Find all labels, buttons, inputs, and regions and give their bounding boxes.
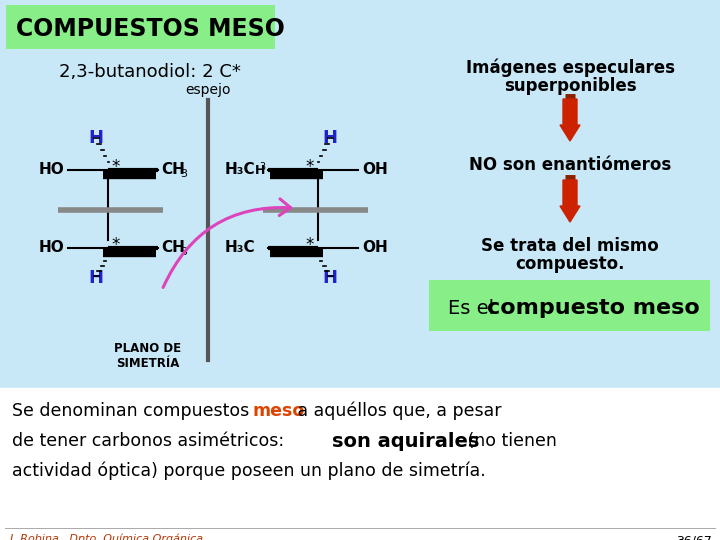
- Text: CH: CH: [161, 240, 185, 255]
- Bar: [0, 388, 720, 540]
- Text: PLANO DE
SIMETRÍA: PLANO DE SIMETRÍA: [114, 342, 181, 370]
- Text: H: H: [323, 129, 338, 147]
- Text: COMPUESTOS MESO: COMPUESTOS MESO: [16, 17, 285, 41]
- Text: H₃C: H₃C: [225, 163, 255, 178]
- Text: compuesto meso: compuesto meso: [487, 298, 700, 318]
- Text: OH: OH: [362, 240, 388, 255]
- FancyArrowPatch shape: [163, 199, 291, 287]
- Text: Es el: Es el: [448, 299, 500, 318]
- Text: H: H: [89, 269, 104, 287]
- FancyArrow shape: [560, 180, 580, 222]
- Text: espejo: espejo: [185, 83, 230, 97]
- Text: meso: meso: [252, 402, 305, 420]
- Text: superponibles: superponibles: [504, 77, 636, 95]
- Text: actividad óptica) porque poseen un plano de simetría.: actividad óptica) porque poseen un plano…: [12, 462, 486, 481]
- Text: son aquirales: son aquirales: [332, 432, 480, 451]
- Text: 2,3-butanodiol: 2 C*: 2,3-butanodiol: 2 C*: [59, 63, 241, 81]
- FancyArrow shape: [560, 99, 580, 141]
- Text: Se denominan compuestos: Se denominan compuestos: [12, 402, 255, 420]
- Text: CH: CH: [161, 163, 185, 178]
- Text: Imágenes especulares: Imágenes especulares: [466, 59, 675, 77]
- Text: OH: OH: [362, 163, 388, 178]
- Text: H: H: [89, 129, 104, 147]
- Text: *: *: [112, 236, 120, 254]
- Text: NO son enantiómeros: NO son enantiómeros: [469, 156, 671, 174]
- Text: 36/67: 36/67: [676, 534, 712, 540]
- FancyBboxPatch shape: [429, 280, 710, 331]
- Text: Se trata del mismo: Se trata del mismo: [481, 237, 659, 255]
- Text: HO: HO: [38, 163, 64, 178]
- FancyBboxPatch shape: [6, 5, 275, 49]
- Text: *: *: [306, 236, 314, 254]
- Text: I. Robina,  Dpto. Química Orgánica: I. Robina, Dpto. Química Orgánica: [10, 534, 203, 540]
- Text: a aquéllos que, a pesar: a aquéllos que, a pesar: [292, 402, 502, 421]
- Text: (no tienen: (no tienen: [462, 432, 557, 450]
- Text: *: *: [112, 158, 120, 176]
- Text: 3: 3: [180, 169, 187, 179]
- Text: H: H: [323, 269, 338, 287]
- Text: H: H: [255, 164, 265, 177]
- Text: H₃C: H₃C: [225, 240, 255, 255]
- Text: HO: HO: [38, 240, 64, 255]
- Text: *: *: [306, 158, 314, 176]
- Text: compuesto.: compuesto.: [516, 255, 625, 273]
- Text: 3: 3: [259, 162, 265, 172]
- Text: 3: 3: [180, 247, 187, 257]
- Text: de tener carbonos asimétricos:: de tener carbonos asimétricos:: [12, 432, 289, 450]
